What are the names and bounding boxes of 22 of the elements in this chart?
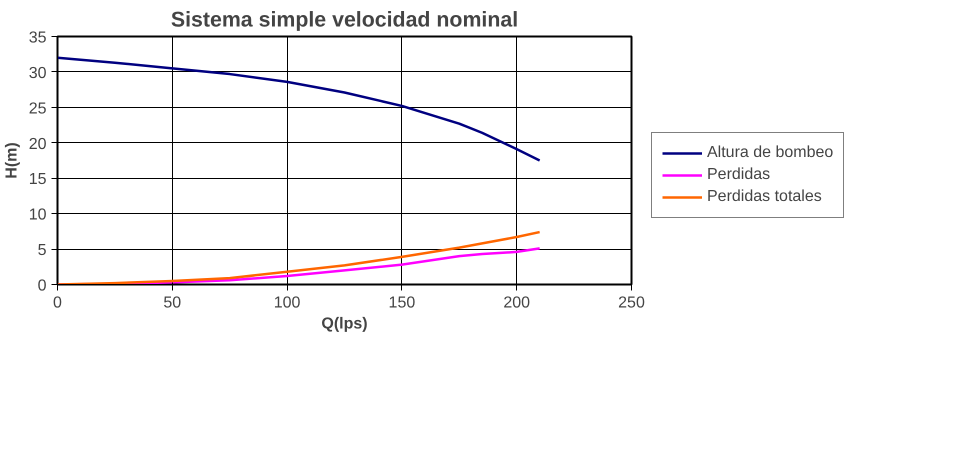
- chart-title: Sistema simple velocidad nominal: [170, 8, 518, 32]
- y-tick-label: 20: [28, 136, 47, 153]
- x-tick-label: 100: [274, 294, 301, 312]
- x-tick-label: 250: [618, 294, 645, 312]
- y-tick-label: 0: [38, 278, 47, 294]
- y-tick-label: 35: [28, 30, 47, 46]
- x-tick-label: 0: [53, 294, 62, 312]
- y-tick-label: 25: [28, 100, 47, 118]
- line-series: [58, 56, 541, 162]
- x-tick-label: 150: [388, 294, 416, 312]
- y-tick-label: 15: [28, 171, 47, 188]
- y-tick-label: 10: [28, 206, 47, 224]
- y-tick-label: 30: [28, 64, 47, 82]
- x-tick-label: 50: [163, 294, 182, 312]
- y-axis-title: H(m): [4, 142, 21, 179]
- line-series: [58, 230, 541, 284]
- legend-label: Perdidas totales: [707, 188, 822, 206]
- y-tick-label: 5: [38, 242, 47, 260]
- x-axis-title: Q(lps): [321, 316, 368, 332]
- legend-label: Altura de bombeo: [707, 144, 834, 162]
- legend-label: Perdidas: [707, 166, 770, 184]
- x-tick-label: 200: [503, 294, 530, 312]
